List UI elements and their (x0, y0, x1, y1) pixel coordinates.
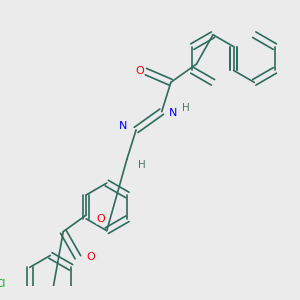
Text: N: N (119, 121, 128, 131)
Text: Cl: Cl (0, 279, 6, 289)
Text: N: N (169, 109, 177, 118)
Text: O: O (135, 66, 144, 76)
Text: H: H (182, 103, 189, 113)
Text: O: O (86, 252, 95, 262)
Text: O: O (96, 214, 105, 224)
Text: H: H (138, 160, 146, 170)
